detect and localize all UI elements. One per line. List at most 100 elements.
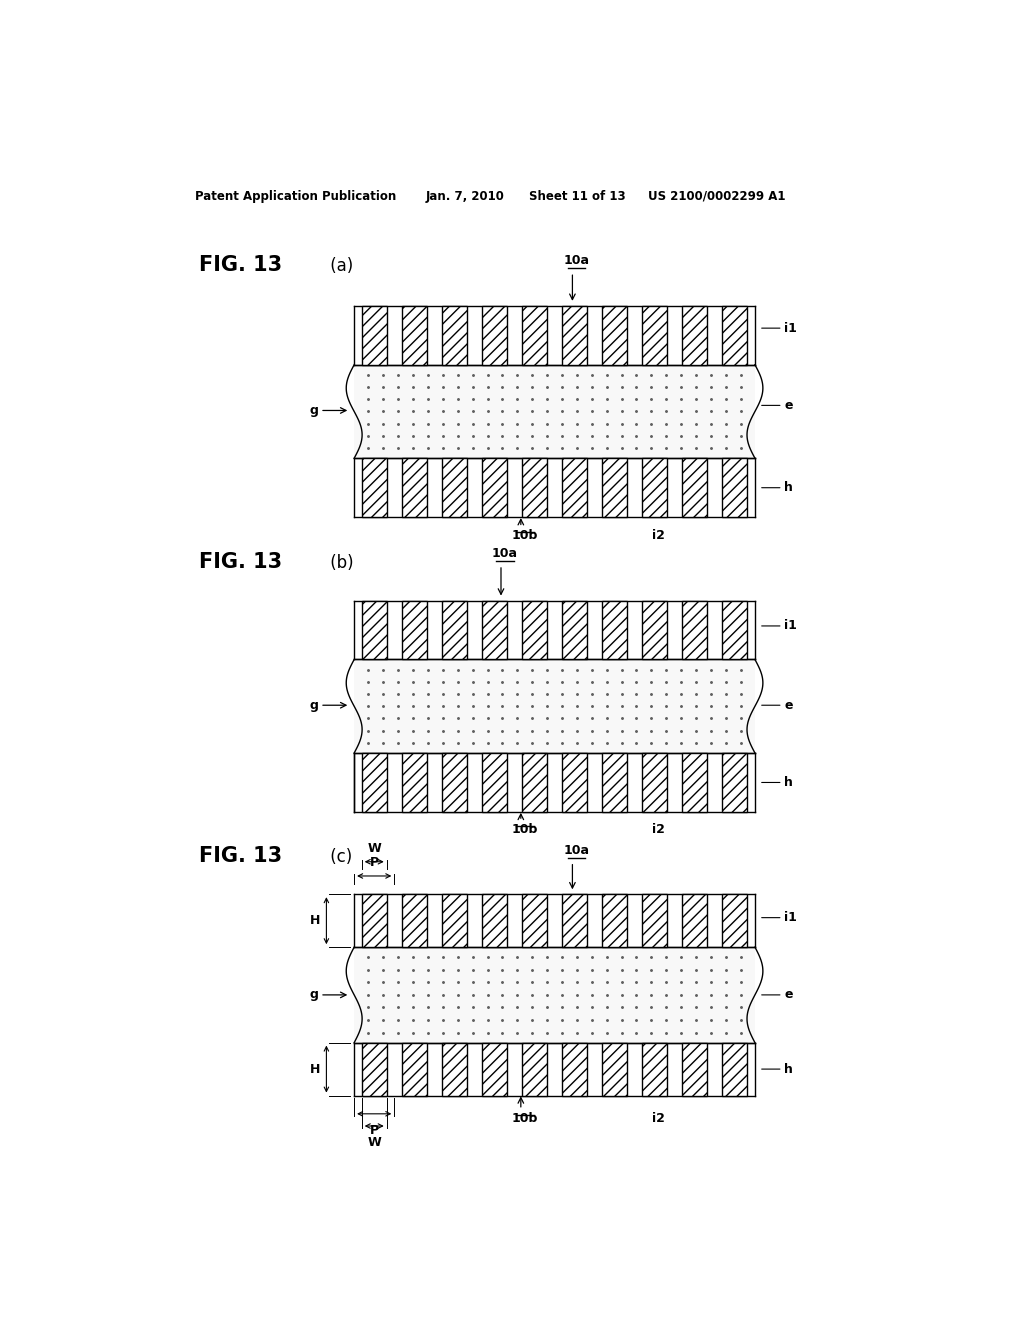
Text: i1: i1: [784, 911, 797, 924]
Bar: [602, 458, 627, 517]
Text: H: H: [309, 915, 321, 927]
Text: g: g: [309, 404, 318, 417]
Text: 10a: 10a: [563, 843, 590, 857]
Bar: [401, 1043, 427, 1096]
Text: W: W: [368, 842, 381, 854]
Text: FIG. 13: FIG. 13: [200, 255, 283, 276]
Text: h: h: [784, 776, 794, 789]
Text: Sheet 11 of 13: Sheet 11 of 13: [528, 190, 626, 202]
Bar: [682, 458, 708, 517]
Bar: [602, 752, 627, 812]
Bar: [522, 306, 547, 364]
Bar: [482, 894, 507, 948]
Text: P: P: [370, 1123, 379, 1137]
Bar: [723, 894, 748, 948]
Bar: [642, 1043, 668, 1096]
Bar: [522, 601, 547, 660]
Text: 10b: 10b: [512, 1111, 538, 1125]
Text: Patent Application Publication: Patent Application Publication: [196, 190, 396, 202]
Bar: [642, 306, 668, 364]
Bar: [442, 601, 467, 660]
Bar: [723, 458, 748, 517]
Bar: [522, 1043, 547, 1096]
Bar: [682, 306, 708, 364]
Bar: [354, 364, 755, 458]
Bar: [723, 1043, 748, 1096]
Bar: [562, 601, 587, 660]
Bar: [361, 306, 387, 364]
Bar: [401, 601, 427, 660]
Bar: [723, 306, 748, 364]
Text: (c): (c): [325, 847, 352, 866]
Bar: [723, 752, 748, 812]
Bar: [482, 306, 507, 364]
Bar: [602, 894, 627, 948]
Bar: [522, 752, 547, 812]
Text: H: H: [309, 1063, 321, 1076]
Text: FIG. 13: FIG. 13: [200, 846, 283, 866]
Bar: [354, 948, 755, 1043]
Text: FIG. 13: FIG. 13: [200, 552, 283, 572]
Bar: [482, 458, 507, 517]
Bar: [642, 458, 668, 517]
Text: 10b: 10b: [512, 824, 538, 836]
Bar: [361, 601, 387, 660]
Text: i2: i2: [652, 1111, 665, 1125]
Text: i1: i1: [784, 619, 797, 632]
Bar: [401, 306, 427, 364]
Text: g: g: [309, 989, 318, 1002]
Text: 10a: 10a: [563, 255, 590, 267]
Bar: [562, 894, 587, 948]
Text: (a): (a): [325, 257, 353, 276]
Bar: [401, 458, 427, 517]
Text: W: W: [368, 1137, 381, 1150]
Bar: [562, 1043, 587, 1096]
Bar: [401, 894, 427, 948]
Bar: [642, 752, 668, 812]
Bar: [642, 601, 668, 660]
Text: i2: i2: [652, 529, 665, 543]
Text: 10b: 10b: [512, 529, 538, 543]
Bar: [361, 752, 387, 812]
Bar: [562, 458, 587, 517]
Bar: [642, 894, 668, 948]
Bar: [522, 894, 547, 948]
Text: US 2100/0002299 A1: US 2100/0002299 A1: [648, 190, 785, 202]
Bar: [361, 894, 387, 948]
Bar: [442, 894, 467, 948]
Bar: [482, 1043, 507, 1096]
Text: e: e: [784, 698, 793, 711]
Bar: [354, 660, 755, 752]
Text: e: e: [784, 399, 793, 412]
Bar: [682, 752, 708, 812]
Bar: [482, 752, 507, 812]
Bar: [682, 1043, 708, 1096]
Text: P: P: [370, 855, 379, 869]
Text: (b): (b): [325, 554, 353, 572]
Bar: [361, 1043, 387, 1096]
Text: i2: i2: [652, 824, 665, 836]
Bar: [442, 458, 467, 517]
Text: i1: i1: [784, 322, 797, 335]
Bar: [442, 752, 467, 812]
Text: Jan. 7, 2010: Jan. 7, 2010: [426, 190, 505, 202]
Bar: [562, 752, 587, 812]
Text: h: h: [784, 1063, 794, 1076]
Bar: [682, 894, 708, 948]
Bar: [401, 752, 427, 812]
Text: 10a: 10a: [492, 546, 518, 560]
Bar: [602, 1043, 627, 1096]
Bar: [682, 601, 708, 660]
Bar: [361, 458, 387, 517]
Bar: [602, 601, 627, 660]
Bar: [482, 601, 507, 660]
Text: e: e: [784, 989, 793, 1002]
Bar: [602, 306, 627, 364]
Bar: [522, 458, 547, 517]
Bar: [442, 306, 467, 364]
Text: h: h: [784, 482, 794, 494]
Bar: [723, 601, 748, 660]
Bar: [562, 306, 587, 364]
Bar: [442, 1043, 467, 1096]
Text: g: g: [309, 698, 318, 711]
